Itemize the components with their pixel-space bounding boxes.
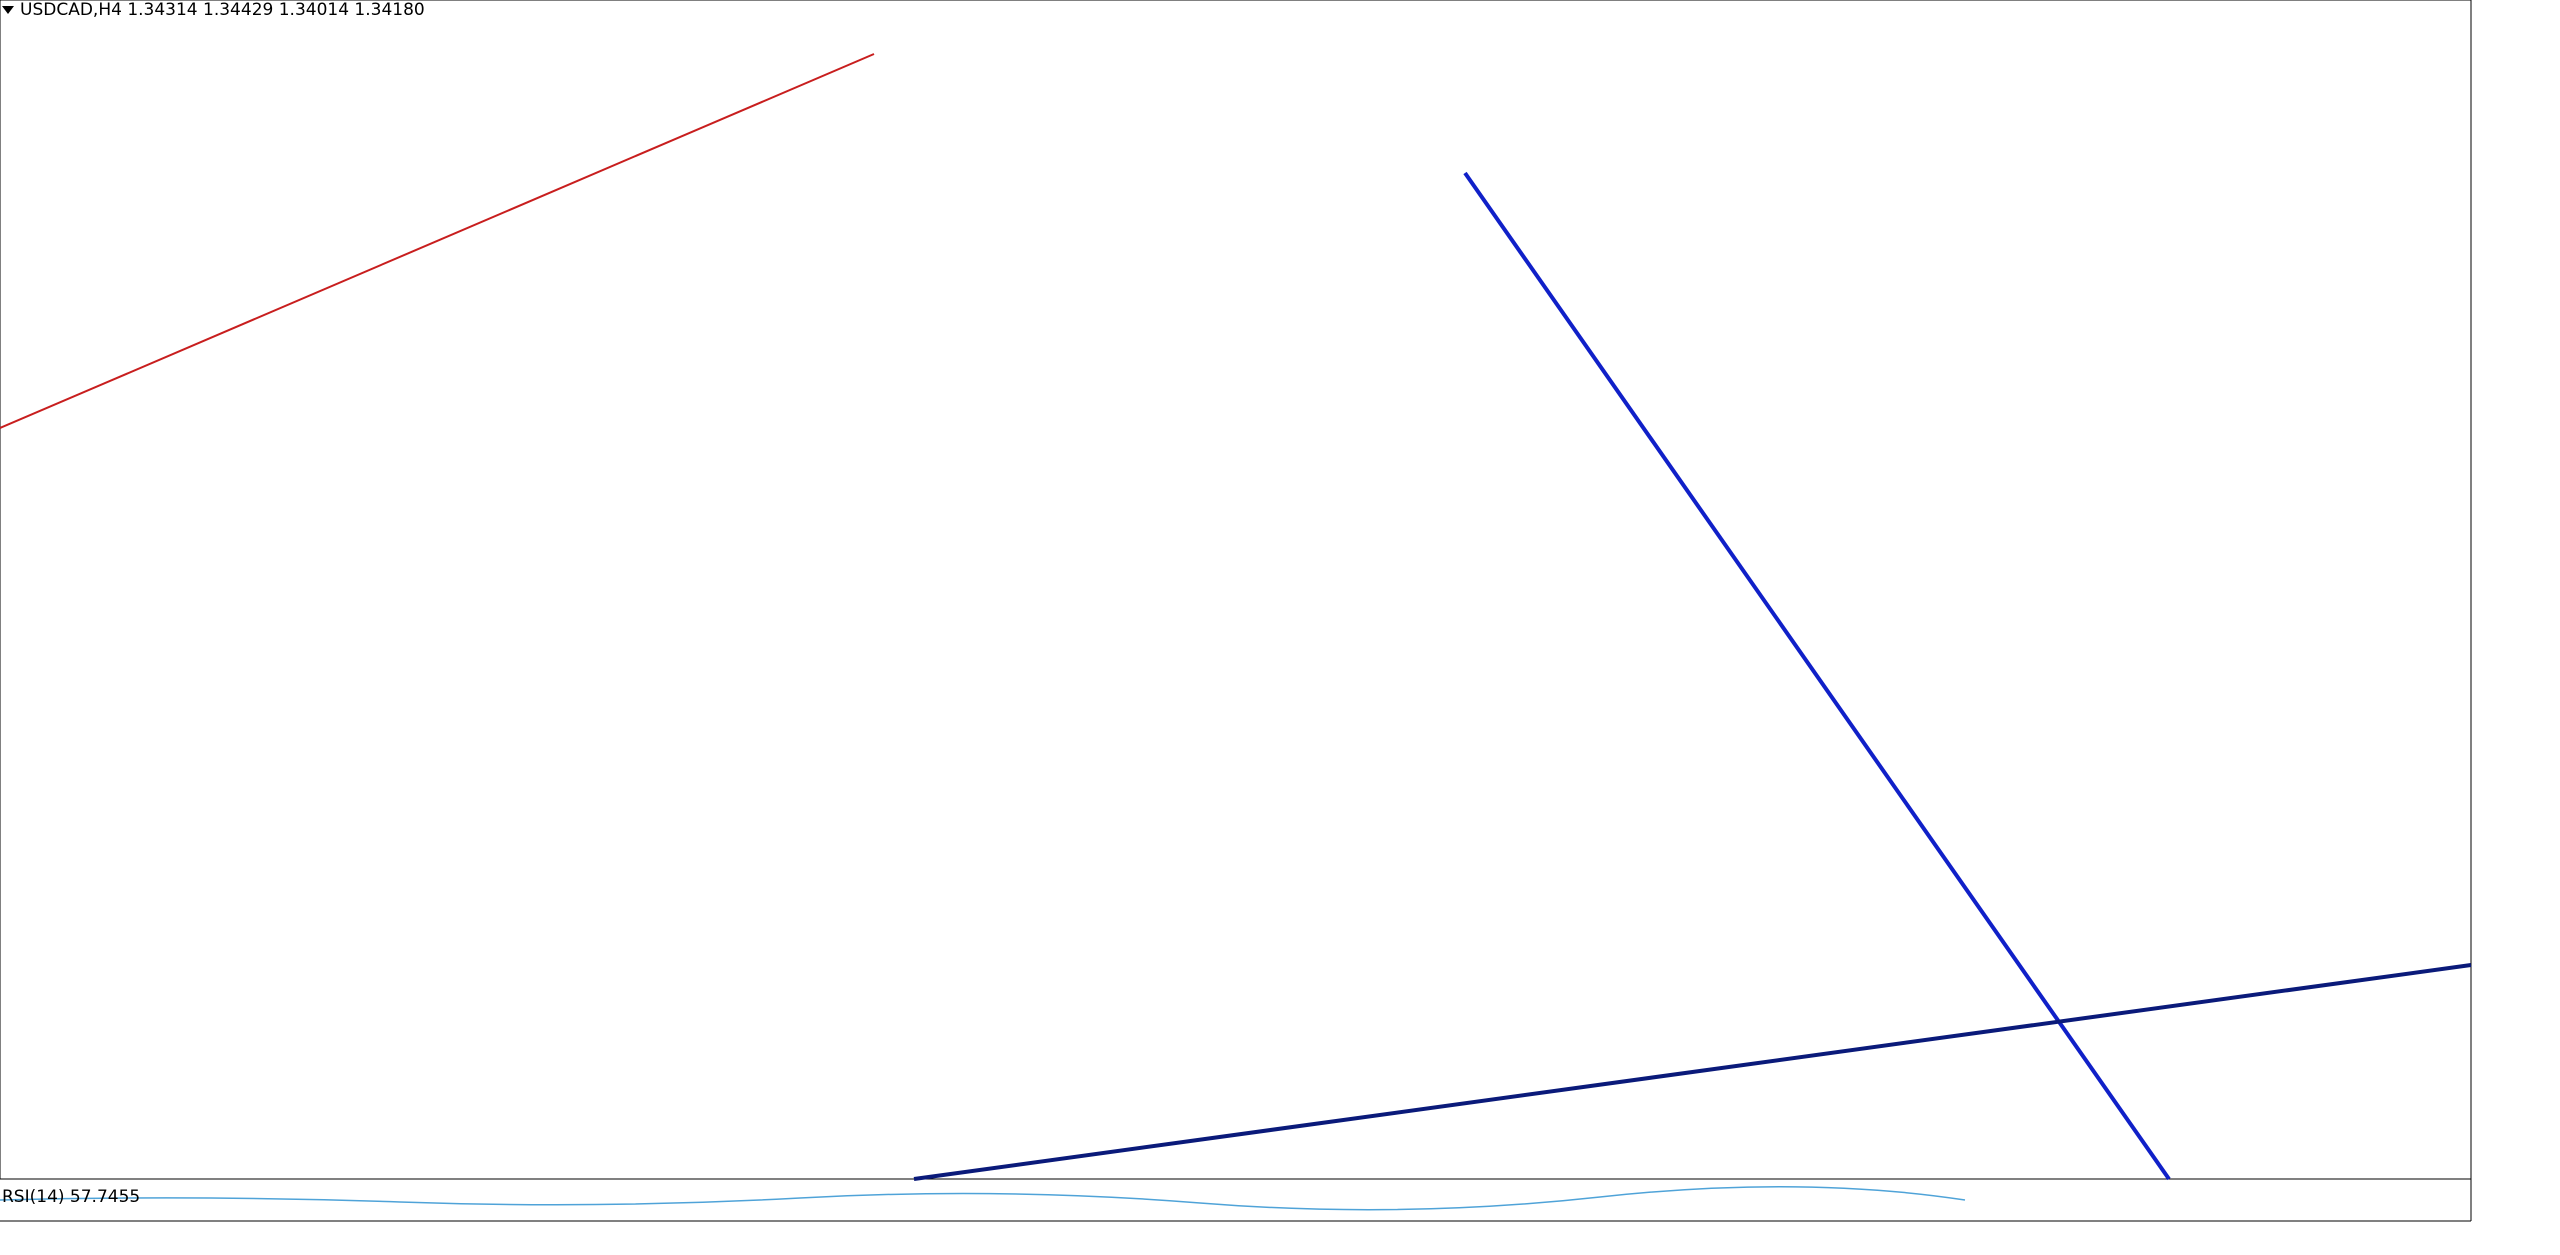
menu-arrow xyxy=(2,6,14,14)
plot-area xyxy=(0,0,2472,1180)
symbol-header: USDCAD,H4 1.34314 1.34429 1.34014 1.3418… xyxy=(20,0,425,20)
rsi-label: RSI(14) 57.7455 xyxy=(2,1187,140,1207)
trend-line xyxy=(1463,171,2171,1181)
trend-line xyxy=(913,963,2472,1181)
rsi-line xyxy=(0,1185,1966,1211)
trend-line xyxy=(0,53,875,429)
